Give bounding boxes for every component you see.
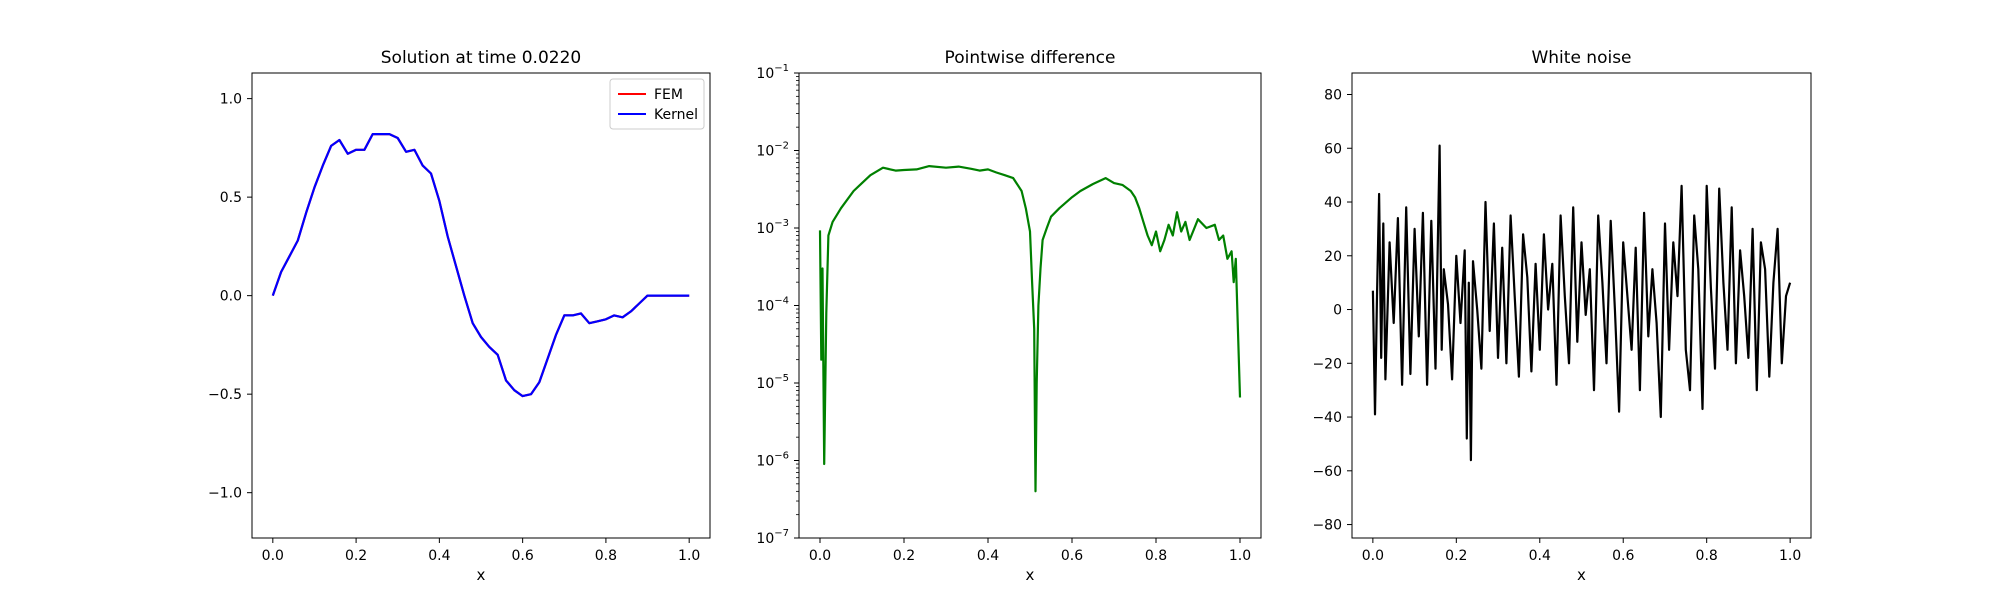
chart-2: White noise 0.0 0.2 0.4 0.6 0.8 1.0 x 80 60 40 20 0 −… [1312,48,1812,584]
y-tick-label: 10−3 [756,218,789,237]
x-tick-label: 1.0 [678,548,700,564]
x-tick-label: 0.2 [345,548,367,564]
y-tick-label: 0 [1333,303,1342,319]
x-tick-label: 0.0 [262,548,284,564]
chart-1: Pointwise difference 0.0 0.2 0.4 0.6 0.8 1.0 x 1… [756,48,1262,584]
x-tick-label: 1.0 [1229,548,1251,564]
x-tick-label: 0.4 [1529,548,1551,564]
axes-frame [251,72,711,539]
chart-title: Solution at time 0.0220 [381,48,581,68]
y-tick-label: −60 [1312,464,1342,480]
y-tick-label: −0.5 [208,387,242,403]
x-axis-label: x [1577,566,1586,584]
y-tick-label: 10−4 [756,296,789,315]
chart-0: Solution at time 0.0220 0.0 0.2 0.4 0.6 0.8 1.… [208,48,711,584]
legend-box [609,78,705,130]
series-line-0 [1371,144,1792,462]
x-tick-label: 0.2 [893,548,915,564]
legend-label-kernel: Kernel [654,107,698,123]
x-tick-label: 1.0 [1779,548,1801,564]
y-tick-label: 10−2 [756,141,789,160]
series-line-kernel [271,133,690,398]
y-tick-label: 10−6 [756,451,789,470]
x-tick-label: 0.4 [428,548,450,564]
y-tick-label: 10−7 [756,528,789,547]
x-tick-label: 0.6 [1061,548,1083,564]
x-axis-label: x [477,566,486,584]
y-tick-label: 10−1 [756,63,789,82]
y-tick-label: 20 [1324,249,1342,265]
series-line-fem [271,133,690,398]
y-tick-label: 80 [1324,88,1342,104]
chart-title: White noise [1531,48,1631,68]
x-axis-label: x [1026,566,1035,584]
x-tick-label: 0.4 [977,548,999,564]
y-tick-label: −20 [1312,356,1342,372]
y-tick-label: 0.0 [220,289,242,305]
y-tick-label: 1.0 [220,92,242,108]
y-tick-label: −40 [1312,410,1342,426]
y-tick-label: 0.5 [220,190,242,206]
x-tick-label: 0.0 [809,548,831,564]
y-tick-label: −80 [1312,518,1342,534]
x-tick-label: 0.6 [512,548,534,564]
y-tick-label: 40 [1324,195,1342,211]
axes-frame [798,72,1262,539]
legend-label-fem: FEM [654,87,683,103]
legend: FEM Kernel [609,78,705,130]
x-tick-label: 0.0 [1362,548,1384,564]
x-tick-label: 0.8 [595,548,617,564]
x-tick-label: 0.6 [1612,548,1634,564]
x-tick-label: 0.2 [1445,548,1467,564]
series-line-0 [818,165,1242,493]
x-tick-label: 0.8 [1145,548,1167,564]
y-tick-label: 60 [1324,141,1342,157]
axes-frame [1351,72,1812,539]
y-tick-label: 10−5 [756,373,789,392]
x-tick-label: 0.8 [1696,548,1718,564]
y-tick-label: −1.0 [208,486,242,502]
chart-title: Pointwise difference [945,48,1116,68]
